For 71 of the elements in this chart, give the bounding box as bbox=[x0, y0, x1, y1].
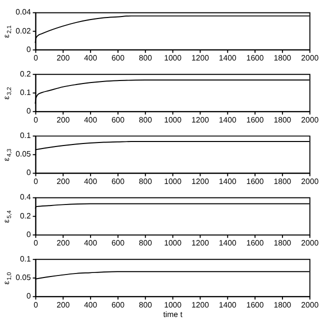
x-tick-label: 800 bbox=[138, 177, 153, 186]
x-tick-label: 1200 bbox=[192, 177, 210, 186]
x-tick-label: 1600 bbox=[246, 177, 264, 186]
x-tick-label: 200 bbox=[56, 177, 70, 186]
x-tick-label: 600 bbox=[111, 300, 126, 310]
x-tick-label: 2000 bbox=[301, 177, 320, 186]
y-tick-label: 0.1 bbox=[20, 254, 31, 264]
y-tick-label: 0.4 bbox=[20, 192, 32, 202]
x-tick-label: 200 bbox=[56, 115, 70, 124]
x-tick-label: 400 bbox=[84, 238, 98, 248]
x-tick-label: 0 bbox=[34, 300, 39, 310]
x-tick-label: 1200 bbox=[192, 300, 210, 310]
y-tick-label: 0 bbox=[26, 106, 32, 116]
x-tick-label: 1800 bbox=[274, 177, 292, 186]
x-tick-label: 0 bbox=[34, 238, 39, 248]
x-tick-label: 1800 bbox=[274, 300, 292, 310]
x-tick-label: 1400 bbox=[218, 177, 237, 186]
x-tick-label: 1400 bbox=[218, 115, 237, 124]
x-tick-label: 1200 bbox=[192, 238, 210, 248]
x-tick-label: 1600 bbox=[246, 54, 264, 63]
y-tick-label: 0.04 bbox=[16, 8, 32, 17]
y-tick-label: 0.05 bbox=[16, 272, 32, 282]
x-tick-label: 1400 bbox=[218, 54, 237, 63]
y-tick-label: 0 bbox=[26, 44, 32, 54]
x-tick-label: 1200 bbox=[192, 54, 210, 63]
y-tick-label: 0.02 bbox=[16, 26, 31, 36]
x-tick-label: 800 bbox=[138, 300, 153, 310]
x-tick-label: 1200 bbox=[192, 115, 210, 124]
x-tick-label: 200 bbox=[56, 54, 70, 63]
x-tick-label: 2000 bbox=[301, 300, 320, 310]
x-tick-label: 400 bbox=[84, 300, 98, 310]
x-tick-label: 200 bbox=[56, 238, 70, 248]
x-tick-label: 800 bbox=[138, 115, 153, 124]
x-tick-label: 600 bbox=[111, 177, 126, 186]
y-tick-label: 0 bbox=[26, 168, 32, 178]
x-tick-label: 1000 bbox=[164, 115, 182, 124]
x-tick-label: 0 bbox=[34, 177, 39, 186]
x-tick-label: 800 bbox=[138, 238, 153, 248]
x-tick-label: 0 bbox=[34, 54, 39, 63]
x-tick-label: 1800 bbox=[274, 115, 292, 124]
x-tick-label: 400 bbox=[84, 177, 98, 186]
y-tick-label: 0.1 bbox=[20, 131, 31, 140]
x-tick-label: 1000 bbox=[164, 238, 182, 248]
y-tick-label: 0.2 bbox=[20, 211, 31, 220]
x-tick-label: 1600 bbox=[246, 238, 264, 248]
x-tick-label: 0 bbox=[34, 115, 39, 124]
x-tick-label: 1600 bbox=[246, 300, 264, 310]
x-tick-label: 1400 bbox=[218, 300, 237, 310]
x-tick-label: 1000 bbox=[164, 177, 182, 186]
x-tick-label: 600 bbox=[111, 238, 126, 248]
x-tick-label: 600 bbox=[111, 54, 126, 63]
x-tick-label: 1800 bbox=[274, 238, 292, 248]
x-tick-label: 1800 bbox=[274, 54, 292, 63]
x-tick-label: 2000 bbox=[301, 238, 320, 248]
x-tick-label: 800 bbox=[138, 54, 153, 63]
x-tick-label: 2000 bbox=[301, 54, 320, 63]
y-tick-label: 0 bbox=[26, 230, 32, 239]
x-tick-label: 400 bbox=[84, 115, 98, 124]
x-tick-label: 1400 bbox=[218, 238, 237, 248]
x-tick-label: 1000 bbox=[164, 300, 182, 310]
y-tick-label: 0.2 bbox=[20, 69, 31, 78]
y-tick-label: 0.1 bbox=[20, 88, 31, 97]
y-tick-label: 0.05 bbox=[16, 150, 32, 159]
x-tick-label: 1000 bbox=[164, 54, 182, 63]
y-tick-label: 0 bbox=[26, 292, 32, 301]
x-tick-label: 600 bbox=[111, 115, 126, 124]
x-tick-label: 200 bbox=[56, 300, 70, 310]
x-tick-label: 400 bbox=[84, 54, 98, 63]
x-tick-label: 2000 bbox=[301, 115, 320, 124]
x-axis-title: time t bbox=[163, 310, 184, 320]
x-tick-label: 1600 bbox=[246, 115, 264, 124]
